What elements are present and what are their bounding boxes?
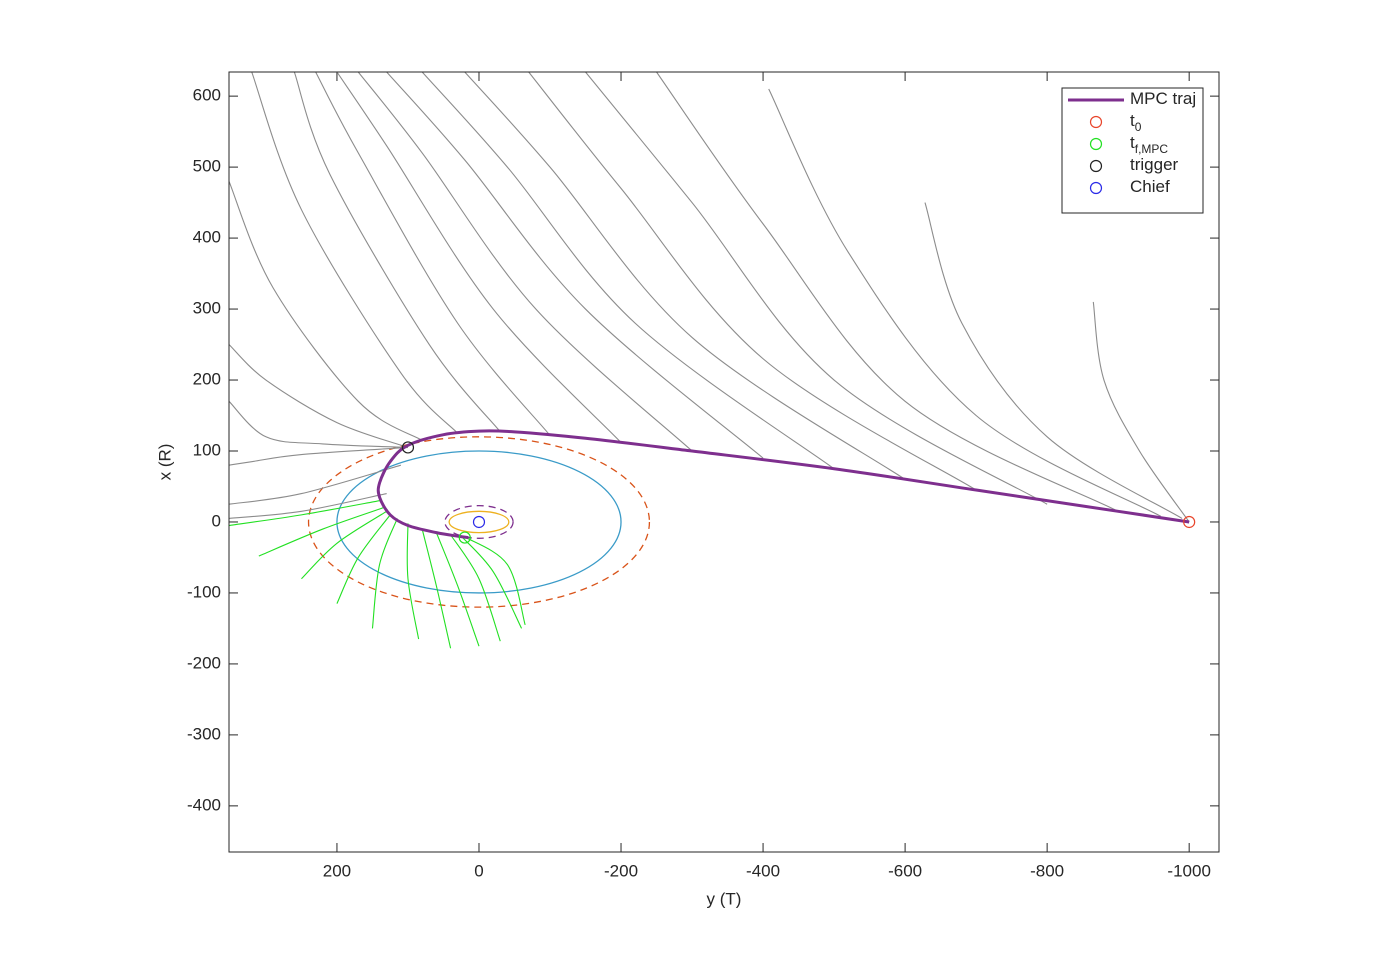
line — [371, 518, 398, 629]
line — [229, 344, 409, 448]
x-tick-label: 200 — [323, 861, 351, 880]
marker — [472, 515, 486, 529]
ellipse — [448, 510, 510, 534]
legend-marker — [1089, 115, 1103, 129]
line — [229, 493, 387, 519]
y-tick-label: 600 — [193, 86, 221, 105]
ellipse — [444, 504, 514, 539]
legend-box — [1061, 87, 1204, 214]
plot-area — [229, 72, 1190, 649]
line — [768, 88, 1162, 517]
y-tick-label: 200 — [193, 370, 221, 389]
axes-box — [228, 71, 1220, 853]
line — [229, 464, 402, 505]
line — [229, 181, 423, 441]
line — [386, 72, 764, 459]
line — [229, 400, 408, 448]
line — [464, 72, 906, 480]
legend-name: t — [1130, 133, 1135, 152]
line — [336, 72, 622, 443]
line — [435, 532, 480, 647]
line — [251, 72, 459, 434]
y-tick-label: 0 — [212, 511, 221, 530]
marker — [458, 531, 471, 544]
y-tick-label: 300 — [193, 299, 221, 318]
line — [406, 523, 420, 640]
x-tick-label: -1000 — [1167, 861, 1210, 880]
legend-subscript: 0 — [1135, 120, 1142, 134]
marker — [401, 441, 415, 454]
legend-marker — [1089, 137, 1103, 151]
legend-label: Chief — [1130, 177, 1170, 196]
y-tick-label: -100 — [187, 582, 221, 601]
legend-name: t — [1130, 111, 1135, 130]
x-axis-label: y (T) — [707, 889, 742, 908]
y-tick-label: -400 — [187, 795, 221, 814]
line — [336, 514, 391, 604]
ellipse — [336, 450, 622, 594]
x-tick-label: -400 — [746, 861, 780, 880]
line — [421, 72, 835, 470]
legend-label: t0 — [1130, 111, 1142, 134]
line — [464, 536, 526, 626]
line — [924, 202, 1183, 519]
legend-label: trigger — [1130, 155, 1179, 174]
line — [1092, 301, 1190, 523]
line — [421, 528, 452, 649]
y-tick-label: -300 — [187, 724, 221, 743]
line — [460, 535, 523, 629]
legend-name: trigger — [1130, 155, 1179, 174]
y-tick-label: 100 — [193, 440, 221, 459]
y-axis-label: x (R) — [155, 444, 174, 481]
trajectory — [376, 429, 1190, 540]
line — [450, 534, 501, 642]
legend-marker — [1089, 159, 1103, 173]
line — [293, 72, 501, 433]
legend-name: MPC traj — [1130, 89, 1196, 108]
line — [528, 72, 977, 491]
line — [585, 72, 1048, 505]
x-tick-label: -200 — [604, 861, 638, 880]
marker — [1183, 515, 1196, 529]
x-tick-label: -800 — [1030, 861, 1064, 880]
y-tick-label: -200 — [187, 653, 221, 672]
line — [229, 500, 380, 527]
y-tick-label: 500 — [193, 157, 221, 176]
legend-label: MPC traj — [1130, 89, 1196, 108]
x-tick-label: 0 — [474, 861, 483, 880]
line — [357, 72, 693, 452]
y-tick-label: 400 — [193, 228, 221, 247]
legend-name: Chief — [1130, 177, 1170, 196]
line — [229, 446, 409, 466]
ellipse — [307, 436, 651, 608]
line — [258, 507, 384, 557]
legend-label: tf,MPC — [1130, 133, 1168, 156]
x-tick-label: -600 — [888, 861, 922, 880]
line — [656, 72, 1119, 512]
line — [315, 72, 551, 436]
legend-marker — [1089, 181, 1103, 195]
legend-subscript: f,MPC — [1135, 142, 1169, 156]
line — [301, 510, 387, 580]
